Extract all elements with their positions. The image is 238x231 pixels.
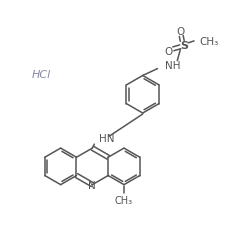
Text: N: N: [89, 180, 96, 190]
Text: NH: NH: [165, 60, 181, 70]
Text: CH₃: CH₃: [199, 37, 218, 47]
Text: O: O: [176, 27, 184, 37]
Text: O: O: [164, 47, 173, 57]
Text: S: S: [180, 41, 188, 51]
Text: HCl: HCl: [31, 70, 50, 80]
Text: CH₃: CH₃: [115, 195, 133, 205]
Text: HN: HN: [99, 134, 115, 144]
